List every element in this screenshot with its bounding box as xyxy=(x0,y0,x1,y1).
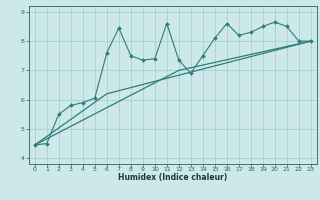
X-axis label: Humidex (Indice chaleur): Humidex (Indice chaleur) xyxy=(118,173,228,182)
